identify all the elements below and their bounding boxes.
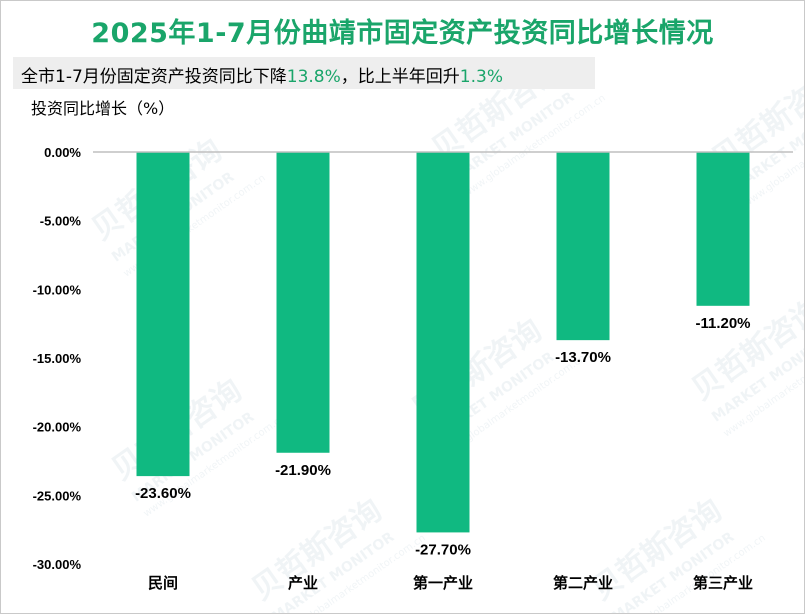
subtitle-middle: ，比上半年回升: [340, 67, 460, 87]
data-label: -23.60%: [135, 485, 191, 502]
bar: [136, 152, 190, 477]
bar: [276, 152, 330, 453]
x-category-label: 第三产业: [693, 574, 753, 592]
subtitle: 全市1-7月份固定资产投资同比下降13.8%，比上半年回升1.3%: [21, 62, 503, 87]
subtitle-box: 全市1-7月份固定资产投资同比下降13.8%，比上半年回升1.3%: [13, 57, 595, 89]
data-label: -21.90%: [275, 462, 331, 479]
data-label: -11.20%: [695, 315, 750, 332]
subtitle-value-rebound: 1.3%: [459, 67, 503, 87]
data-label: -27.70%: [415, 541, 471, 558]
chart-title: 2025年1-7月份曲靖市固定资产投资同比增长情况: [91, 18, 714, 49]
bar: [696, 152, 750, 306]
y-tick-label: -20.00%: [33, 420, 82, 435]
subtitle-value-decline: 13.8%: [286, 67, 341, 87]
y-tick-label: 0.00%: [44, 145, 81, 160]
x-category-label: 民间: [148, 574, 178, 592]
y-tick-label: -5.00%: [40, 214, 82, 229]
y-tick-label: -25.00%: [33, 488, 82, 503]
x-category-label: 产业: [288, 574, 318, 592]
x-category-label: 第二产业: [553, 574, 613, 592]
y-tick-label: -15.00%: [33, 351, 82, 366]
y-tick-label: -10.00%: [33, 282, 82, 297]
y-tick-label: -30.00%: [33, 557, 82, 572]
y-axis-label: 投资同比增长（%）: [31, 99, 175, 118]
bar: [416, 152, 470, 533]
x-category-label: 第一产业: [413, 574, 473, 592]
bar: [556, 152, 610, 341]
data-label: -13.70%: [555, 349, 611, 366]
subtitle-prefix: 全市1-7月份固定资产投资同比下降: [21, 67, 287, 87]
